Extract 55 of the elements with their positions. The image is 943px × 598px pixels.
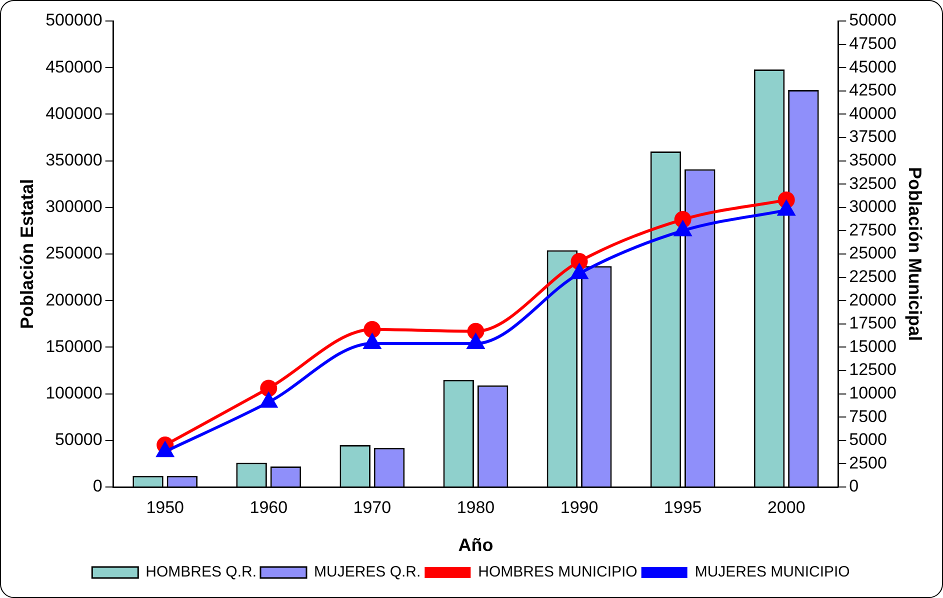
y2-tick-label: 0 <box>849 476 859 496</box>
y2-tick-label: 20000 <box>849 290 896 310</box>
y2-tick-label: 7500 <box>849 406 887 426</box>
y2-tick-label: 5000 <box>849 430 887 450</box>
x-tick-label: 1950 <box>146 498 184 517</box>
y-tick-label: 400000 <box>46 104 102 123</box>
point <box>260 380 278 397</box>
y-tick-label: 150000 <box>46 336 102 356</box>
y2-tick-label: 27500 <box>849 220 896 240</box>
y2-tick-label: 47500 <box>849 34 896 53</box>
y2-tick-label: 22500 <box>849 266 896 286</box>
y2-tick-label: 25000 <box>849 244 896 263</box>
y-axis-title: Población Estatal <box>16 178 37 330</box>
y-tick-label: 300000 <box>46 197 102 216</box>
y2-tick-label: 30000 <box>849 197 896 216</box>
y2-tick-label: 15000 <box>849 336 896 356</box>
legend-label: MUJERES Q.R. <box>314 564 421 581</box>
y-tick-label: 500000 <box>46 10 102 30</box>
y2-tick-label: 2500 <box>849 453 887 472</box>
x-axis-title: Año <box>458 535 494 556</box>
point <box>260 392 278 408</box>
y-tick-label: 350000 <box>46 150 102 170</box>
y2-tick-label: 10000 <box>849 383 896 402</box>
x-tick-label: 1980 <box>456 498 495 517</box>
y2-tick-label: 37500 <box>849 127 896 146</box>
y2-tick-label: 32500 <box>849 174 896 193</box>
point <box>467 334 484 349</box>
y2-tick-label: 40000 <box>849 104 896 123</box>
y-tick-label: 200000 <box>46 290 102 310</box>
point <box>778 200 795 216</box>
point <box>674 221 692 236</box>
point <box>156 442 174 458</box>
point <box>364 334 381 349</box>
y2-tick-label: 17500 <box>849 314 896 333</box>
point <box>570 264 588 280</box>
y2-axis-title: Población Municipal <box>905 166 926 342</box>
y2-tick-label: 45000 <box>849 57 896 76</box>
y-tick-label: 450000 <box>46 57 102 76</box>
x-tick-label: 1960 <box>250 498 288 517</box>
y2-tick-label: 42500 <box>849 80 896 100</box>
legend-label: HOMBRES MUNICIPIO <box>478 564 638 581</box>
y-tick-label: 50000 <box>55 430 102 450</box>
point <box>364 320 381 338</box>
legend-label: MUJERES MUNICIPIO <box>694 564 850 581</box>
y-tick-label: 0 <box>92 476 102 496</box>
y2-tick-label: 12500 <box>849 360 896 380</box>
x-tick-label: 1995 <box>664 498 702 517</box>
y-tick-label: 100000 <box>46 383 102 402</box>
x-tick-label: 1970 <box>353 498 392 517</box>
y2-tick-label: 50000 <box>849 10 896 30</box>
x-tick-label: 1990 <box>560 498 598 517</box>
y2-tick-label: 35000 <box>849 150 896 170</box>
legend-label: HOMBRES Q.R. <box>146 564 257 581</box>
y-tick-label: 250000 <box>46 244 102 263</box>
x-tick-label: 2000 <box>767 498 806 517</box>
